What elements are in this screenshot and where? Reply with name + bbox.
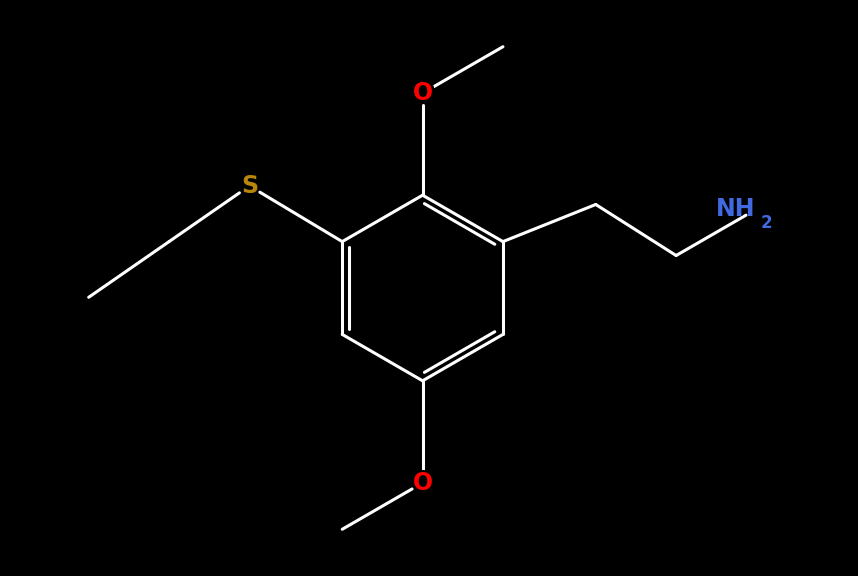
Text: O: O bbox=[410, 79, 435, 107]
Text: NH: NH bbox=[714, 196, 758, 222]
Text: S: S bbox=[239, 172, 260, 200]
Text: NH: NH bbox=[716, 197, 755, 221]
Text: O: O bbox=[413, 471, 432, 495]
Text: 2: 2 bbox=[760, 214, 772, 232]
Text: S: S bbox=[241, 174, 258, 198]
Text: O: O bbox=[410, 469, 435, 497]
Text: O: O bbox=[413, 81, 432, 105]
